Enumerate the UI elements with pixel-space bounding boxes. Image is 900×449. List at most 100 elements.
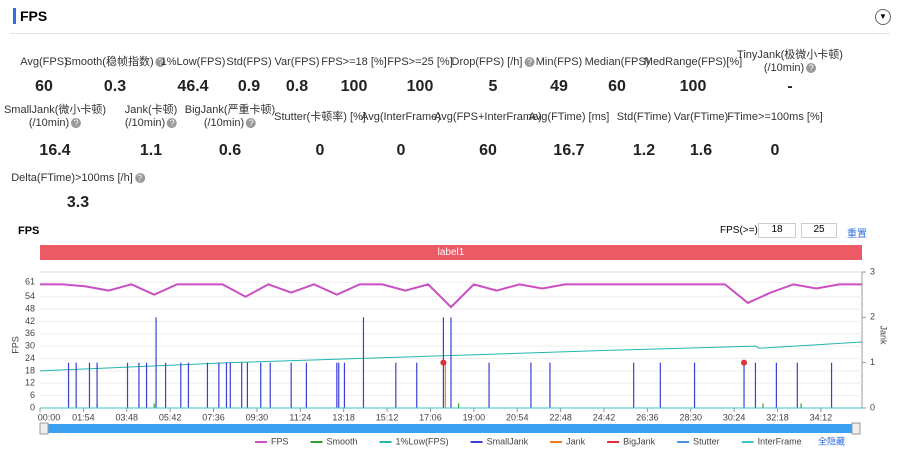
- y-tick-label: 61: [25, 277, 35, 287]
- x-tick-label: 30:24: [723, 412, 746, 422]
- x-tick-label: 05:42: [159, 412, 182, 422]
- stat-label-line: Std(FPS): [226, 56, 272, 68]
- legend-label: SmallJank: [487, 436, 529, 446]
- title-accent: [13, 8, 16, 24]
- y-tick-label: 0: [30, 402, 35, 412]
- legend-label: 1%Low(FPS): [396, 436, 449, 446]
- legend-label: InterFrame: [758, 436, 802, 446]
- hide-all[interactable]: 全隐藏: [818, 435, 845, 446]
- stat-value: 1.6: [689, 142, 713, 159]
- x-tick-label: 01:54: [72, 412, 95, 422]
- collapse-button[interactable]: ▼: [875, 9, 891, 25]
- stat-label-line: Var(FTime): [673, 111, 729, 123]
- help-icon[interactable]: ?: [71, 118, 82, 129]
- x-tick-label: 19:00: [463, 412, 486, 422]
- stat-label-line: (/10min): [124, 117, 166, 129]
- y2-tick-label: 1: [870, 357, 875, 367]
- help-icon[interactable]: ?: [167, 118, 178, 129]
- legend-label: Smooth: [327, 436, 358, 446]
- x-tick-label: 07:36: [202, 412, 225, 422]
- x-tick-label: 17:06: [419, 412, 442, 422]
- page-title: FPS: [20, 8, 48, 24]
- stat-label: FPS>=18 [%]: [321, 56, 386, 69]
- stat-value: 46.4: [177, 78, 209, 95]
- slider-handle[interactable]: [851, 422, 861, 435]
- x-tick-label: 09:30: [246, 412, 269, 422]
- stat-value: 1.1: [139, 142, 163, 159]
- help-icon[interactable]: ?: [246, 118, 257, 129]
- threshold-input[interactable]: 25: [801, 223, 837, 238]
- x-tick-label: 13:18: [332, 412, 355, 422]
- help-icon[interactable]: ?: [155, 57, 166, 68]
- label-band: label1: [40, 245, 862, 260]
- stat-label-line: Stutter(卡顿率) [%]: [274, 111, 366, 123]
- stat-value: 0: [396, 142, 406, 159]
- stat-label: SmallJank(微小卡顿) (/10min)?: [4, 104, 106, 130]
- stat-value: 1.2: [632, 142, 656, 159]
- stat-label-line: Drop(FPS) [/h]: [451, 56, 523, 68]
- stat-label-line: 1%Low(FPS): [160, 56, 226, 68]
- stat-label-line: Delta(FTime)>100ms [/h]: [11, 172, 133, 184]
- stat-value: 60: [35, 78, 53, 95]
- stat-label-line: FTime>=100ms [%]: [727, 111, 823, 123]
- stat-label-line: Jank(卡顿): [124, 104, 178, 116]
- stat-label: BigJank(严重卡顿) (/10min)?: [185, 104, 275, 130]
- stat-label-line: Var(FPS): [274, 56, 320, 68]
- stat-label: Std(FPS): [226, 56, 271, 69]
- stat-value: 5: [488, 78, 498, 95]
- chart-title: FPS: [18, 225, 40, 237]
- stat-value: 60: [608, 78, 626, 95]
- jank-dot: [440, 359, 447, 366]
- x-tick-label: 28:30: [679, 412, 702, 422]
- stat-value: 100: [340, 78, 368, 95]
- stat-label-line: Median(FPS): [584, 56, 650, 68]
- y-tick-label: 54: [25, 291, 35, 301]
- stat-label: Var(FPS): [274, 56, 319, 69]
- stat-label-line: Std(FTime): [616, 111, 672, 123]
- stat-label-line: TinyJank(极微小卡顿): [737, 49, 843, 61]
- y-axis-label: FPS: [10, 336, 20, 354]
- legend-label: Jank: [566, 436, 586, 446]
- stat-value: 0.3: [103, 78, 127, 95]
- stat-label: Drop(FPS) [/h]?: [452, 56, 535, 69]
- stat-label-line: FPS>=25 [%]: [387, 56, 453, 68]
- threshold-input[interactable]: 18: [758, 223, 796, 238]
- stat-label-line: MedRange(FPS)[%]: [643, 56, 743, 68]
- help-icon[interactable]: ?: [524, 57, 535, 68]
- stat-label-line: (/10min): [28, 117, 70, 129]
- stat-label: Avg(FPS): [20, 56, 67, 69]
- y-tick-label: 42: [25, 316, 35, 326]
- stat-value: 16.7: [553, 142, 585, 159]
- stat-label-line: SmallJank(微小卡顿): [3, 104, 107, 116]
- y2-axis-label: Jank: [879, 325, 889, 345]
- stat-value: 100: [406, 78, 434, 95]
- stat-label-line: Avg(FTime) [ms]: [528, 111, 610, 123]
- stat-value: 60: [479, 142, 497, 159]
- help-icon[interactable]: ?: [134, 173, 145, 184]
- legend-label: FPS: [271, 436, 289, 446]
- x-tick-label: 00:00: [38, 412, 61, 422]
- help-icon[interactable]: ?: [806, 63, 817, 74]
- slider-handle[interactable]: [39, 422, 49, 435]
- stat-value: 0: [315, 142, 325, 159]
- stat-value: 0.9: [237, 78, 261, 95]
- stat-label: Stutter(卡顿率) [%]: [274, 111, 366, 124]
- stat-label-line: Avg(InterFrame): [361, 111, 441, 123]
- y-tick-label: 48: [25, 303, 35, 313]
- stat-label: FPS>=25 [%]: [387, 56, 452, 69]
- stat-value: 49: [550, 78, 568, 95]
- divider: [10, 33, 890, 34]
- y2-tick-label: 3: [870, 266, 875, 276]
- y-tick-label: 24: [25, 353, 35, 363]
- stat-label-line: (/10min): [763, 62, 805, 74]
- range-slider[interactable]: [44, 424, 856, 433]
- y-tick-label: 30: [25, 341, 35, 351]
- x-tick-label: 24:42: [593, 412, 616, 422]
- stat-label: FTime>=100ms [%]: [727, 111, 823, 124]
- stat-label-line: FPS>=18 [%]: [321, 56, 387, 68]
- series-line: [40, 283, 862, 309]
- y2-tick-label: 2: [870, 312, 875, 322]
- reset-link[interactable]: 重置: [847, 229, 867, 240]
- x-tick-label: 26:36: [636, 412, 659, 422]
